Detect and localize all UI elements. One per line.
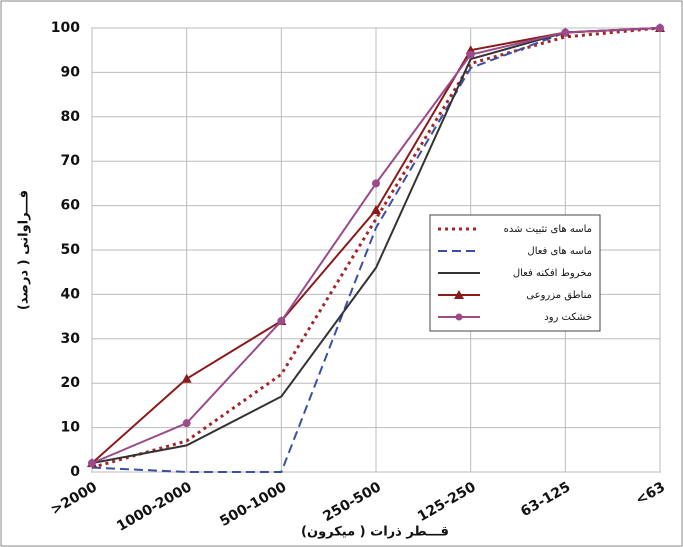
legend-label: مخروط افکنه فعال — [513, 268, 592, 279]
point-marker — [183, 419, 191, 427]
y-tick-label: 90 — [61, 64, 81, 80]
y-tick-label: 70 — [61, 153, 81, 169]
y-tick-label: 50 — [61, 242, 81, 258]
point-marker — [656, 24, 664, 32]
y-tick-label: 0 — [70, 464, 80, 480]
y-tick-label: 20 — [61, 375, 81, 391]
legend-label: ماسه های تثبیت شده — [504, 224, 592, 235]
y-tick-label: 40 — [61, 286, 81, 302]
y-tick-label: 10 — [61, 420, 81, 436]
point-marker — [88, 459, 96, 467]
legend-label: ماسه های فعال — [527, 246, 592, 257]
y-tick-label: 100 — [51, 20, 80, 36]
y-tick-label: 60 — [61, 198, 81, 214]
y-axis-label: فـــراوانی ( درصد) — [17, 190, 32, 310]
legend-marker — [456, 314, 463, 321]
legend-label: خشکت رود — [544, 312, 592, 323]
y-tick-label: 30 — [61, 331, 81, 347]
y-tick-label: 80 — [61, 109, 81, 125]
point-marker — [277, 317, 285, 325]
legend-label: مناطق مزروعی — [526, 290, 592, 301]
point-marker — [372, 179, 380, 187]
point-marker — [467, 51, 475, 59]
chart: فـــراوانی ( درصد) قـــطر ذرات ( میکرون)… — [0, 0, 683, 547]
point-marker — [561, 28, 569, 36]
x-axis-label: قـــطر ذرات ( میکرون) — [301, 525, 449, 540]
